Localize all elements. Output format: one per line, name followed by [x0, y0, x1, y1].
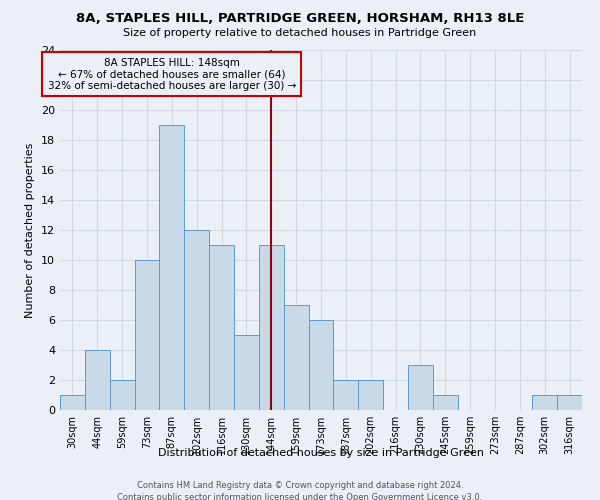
Bar: [160, 125, 184, 410]
Bar: [259, 245, 284, 410]
Text: 8A, STAPLES HILL, PARTRIDGE GREEN, HORSHAM, RH13 8LE: 8A, STAPLES HILL, PARTRIDGE GREEN, HORSH…: [76, 12, 524, 26]
Bar: [184, 230, 209, 410]
Text: Distribution of detached houses by size in Partridge Green: Distribution of detached houses by size …: [158, 448, 484, 458]
Bar: [557, 395, 582, 410]
Bar: [358, 380, 383, 410]
Bar: [234, 335, 259, 410]
Bar: [334, 380, 358, 410]
Text: Contains public sector information licensed under the Open Government Licence v3: Contains public sector information licen…: [118, 492, 482, 500]
Text: Contains HM Land Registry data © Crown copyright and database right 2024.: Contains HM Land Registry data © Crown c…: [137, 481, 463, 490]
Bar: [85, 350, 110, 410]
Bar: [110, 380, 134, 410]
Bar: [284, 305, 308, 410]
Bar: [60, 395, 85, 410]
Bar: [308, 320, 334, 410]
Text: Size of property relative to detached houses in Partridge Green: Size of property relative to detached ho…: [124, 28, 476, 38]
Text: 8A STAPLES HILL: 148sqm
← 67% of detached houses are smaller (64)
32% of semi-de: 8A STAPLES HILL: 148sqm ← 67% of detache…: [47, 58, 296, 90]
Bar: [433, 395, 458, 410]
Bar: [532, 395, 557, 410]
Y-axis label: Number of detached properties: Number of detached properties: [25, 142, 35, 318]
Bar: [209, 245, 234, 410]
Bar: [134, 260, 160, 410]
Bar: [408, 365, 433, 410]
